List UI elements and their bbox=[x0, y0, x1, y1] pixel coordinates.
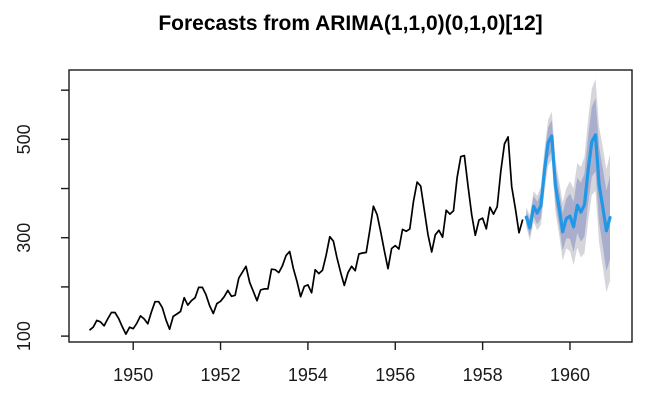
y-axis-tick-label: 100 bbox=[14, 321, 34, 351]
forecast-mean-line bbox=[524, 133, 612, 234]
observed-series-line bbox=[88, 136, 524, 335]
plot-border bbox=[68, 69, 633, 343]
y-axis-tick-label: 500 bbox=[14, 124, 34, 154]
x-axis-tick-label: 1956 bbox=[375, 365, 415, 385]
y-axis-tick-label: 300 bbox=[14, 223, 34, 253]
x-axis-tick-label: 1950 bbox=[113, 365, 153, 385]
x-axis-tick-label: 1958 bbox=[463, 365, 503, 385]
x-axis-tick-label: 1960 bbox=[550, 365, 590, 385]
x-axis-tick-label: 1952 bbox=[201, 365, 241, 385]
x-axis-tick-label: 1954 bbox=[288, 365, 328, 385]
chart-title: Forecasts from ARIMA(1,1,0)(0,1,0)[12] bbox=[158, 12, 543, 35]
